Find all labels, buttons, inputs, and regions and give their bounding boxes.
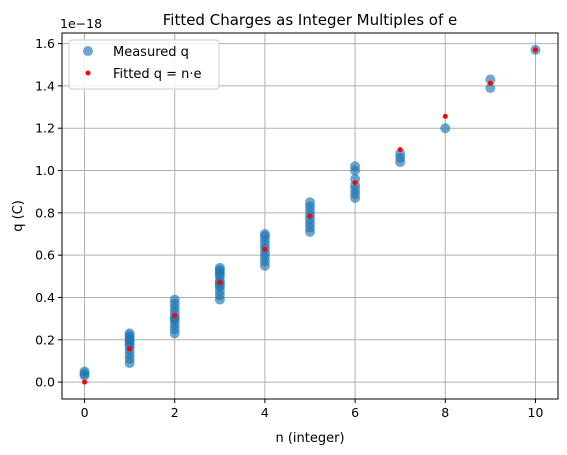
y-tick-label: 1.6 [35,36,55,51]
y-tick-label: 0.6 [35,248,55,263]
fitted-point [127,346,133,352]
plot-frame [61,32,559,400]
y-tick-label: 0.8 [35,205,55,220]
measured-point [214,262,225,273]
legend-marker-fitted [85,70,91,76]
fitted-point [217,279,223,285]
y-tick-label: 1.4 [35,78,55,93]
x-tick-label: 10 [528,405,544,420]
chart-title: Fitted Charges as Integer Multiples of e [163,11,458,29]
x-tick-label: 4 [261,405,269,420]
x-tick-label: 0 [81,405,89,420]
measured-point [350,173,361,184]
y-tick-label: 0.2 [35,332,55,347]
fitted-point [262,246,268,252]
fitted-point [532,47,538,53]
measured-point [395,148,406,159]
y-tick-label: 1.0 [35,163,55,178]
measured-point [440,123,451,134]
x-tick-label: 8 [441,405,449,420]
legend-marker-measured [83,46,93,56]
measured-point [124,328,135,339]
measured-point [259,228,270,239]
y-offset-label: 1e−18 [60,16,102,31]
measured-point [350,161,361,172]
x-tick-label: 2 [171,405,179,420]
fitted-point [307,213,313,219]
measured-point [485,74,496,85]
legend-box [68,39,220,90]
fitted-point [397,147,403,153]
legend-label-fitted: Fitted q = n·e [113,67,202,82]
fitted-point [487,80,493,86]
y-tick-label: 1.2 [35,121,55,136]
grid [62,33,558,399]
data-points [79,44,541,385]
legend-label-measured: Measured q [113,45,189,60]
measured-point [79,366,90,377]
fitted-point [352,180,358,186]
measured-point [169,294,180,305]
fitted-point [172,313,178,319]
measured-point [485,83,496,94]
y-axis-label: q (C) [11,200,26,232]
legend: Measured q Fitted q = n·e [68,39,220,90]
axis-ticks: 0 2 4 6 8 10 0.0 0.2 0.4 0.6 0.8 1.0 1.2 1.4 1.6 [35,36,543,420]
fitted-point [82,379,88,385]
x-axis-label: n (integer) [275,431,344,446]
measured-point [305,197,315,208]
y-tick-label: 0.0 [35,375,55,390]
x-tick-label: 6 [351,405,359,420]
fitted-point [442,113,448,119]
y-tick-label: 0.4 [35,290,55,305]
